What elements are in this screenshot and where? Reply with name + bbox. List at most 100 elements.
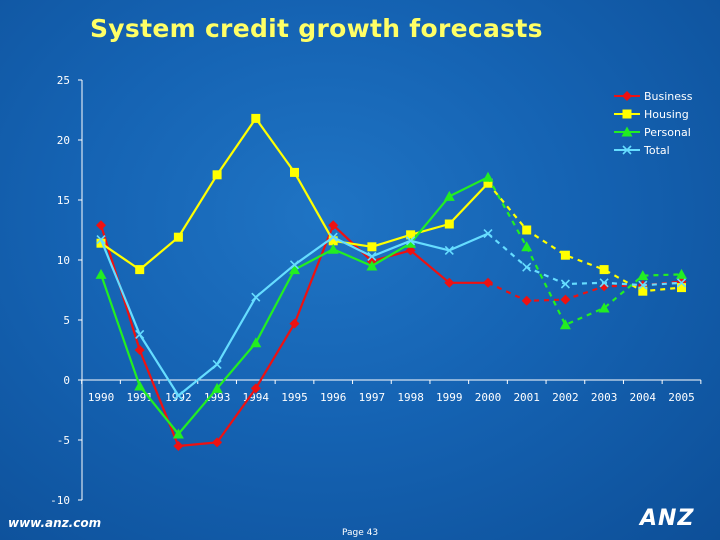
series-personal-point <box>327 243 339 254</box>
chart-series <box>95 113 687 451</box>
page-number: Page 43 <box>342 528 379 538</box>
series-personal-point <box>521 241 533 252</box>
series-housing-point <box>406 230 416 240</box>
series-total-actual-line <box>99 232 489 397</box>
series-housing-point <box>522 225 532 235</box>
series-total-point <box>599 278 609 288</box>
x-tick-label: 2003 <box>591 391 618 404</box>
series-housing <box>96 113 686 296</box>
series-personal-point <box>250 337 262 348</box>
y-tick-label: -10 <box>50 494 70 507</box>
series-total-point <box>135 329 145 339</box>
legend-swatch-marker <box>622 109 632 119</box>
x-tick-label: 1995 <box>281 391 308 404</box>
series-business-point <box>212 437 223 448</box>
series-business-point <box>483 277 493 288</box>
series-housing-actual-line <box>100 117 489 271</box>
y-tick-label: 0 <box>63 374 70 387</box>
series-housing-point <box>638 286 648 296</box>
series-personal-point <box>405 237 417 248</box>
legend-label: Total <box>643 144 670 157</box>
series-total-point <box>173 391 183 401</box>
series-housing-point <box>599 265 609 275</box>
series-business-point <box>173 441 184 451</box>
series-personal-point <box>559 319 571 330</box>
legend-swatch-marker <box>622 145 632 155</box>
x-tick-label: 2001 <box>513 391 540 404</box>
series-housing-point <box>483 178 493 188</box>
series-housing-point <box>444 219 454 229</box>
legend-item-housing: Housing <box>614 108 689 121</box>
legend-item-personal: Personal <box>614 126 691 139</box>
series-personal-point <box>211 382 223 393</box>
series-housing-point <box>96 238 106 248</box>
series-personal-point <box>95 268 107 279</box>
chart-legend: Business Housing Personal Total <box>614 90 693 157</box>
x-tick-label: 1992 <box>165 391 192 404</box>
y-tick-label: 5 <box>63 314 70 327</box>
series-business-point <box>521 295 532 306</box>
x-tick-label: 2004 <box>630 391 657 404</box>
series-personal-point <box>443 190 455 201</box>
series-housing-point <box>367 242 377 252</box>
series-total-point <box>522 262 532 272</box>
series-personal-forecast-line <box>487 176 682 327</box>
x-tick-label: 2005 <box>668 391 695 404</box>
series-personal-point <box>289 264 300 275</box>
x-tick-label: 1993 <box>204 391 231 404</box>
series-total-point <box>560 279 570 289</box>
series-total-point <box>638 280 648 290</box>
series-personal-point <box>366 260 378 271</box>
y-tick-label: 10 <box>57 254 70 267</box>
series-total-point <box>212 359 222 369</box>
series-total-point <box>289 260 300 270</box>
series-personal-point <box>598 302 610 313</box>
series-personal-point <box>172 428 184 439</box>
x-tick-label: 1996 <box>320 391 347 404</box>
y-tick-label: 15 <box>57 194 70 207</box>
series-business-point <box>250 383 261 394</box>
series-personal-point <box>482 171 494 182</box>
legend-swatch-marker <box>621 126 633 137</box>
footer-url[interactable]: www.anz.com <box>8 516 102 530</box>
legend-label: Housing <box>644 108 689 121</box>
series-personal-point <box>676 268 687 279</box>
series-personal-point <box>637 270 649 281</box>
series-total-point <box>367 251 377 261</box>
series-business-actual-line <box>99 224 488 448</box>
anz-logo: ANZ <box>640 506 695 531</box>
x-tick-label: 1998 <box>397 391 424 404</box>
series-housing-point <box>251 113 261 123</box>
series-housing-point <box>173 232 183 242</box>
series-business-point <box>96 220 106 231</box>
series-total-point <box>444 245 454 255</box>
series-business-point <box>405 245 416 256</box>
x-tick-label: 1994 <box>243 391 270 404</box>
y-tick-label: 20 <box>57 134 70 147</box>
series-total-point <box>406 236 416 246</box>
series-total-point <box>251 292 261 302</box>
y-tick-label: 25 <box>57 74 70 87</box>
series-business-forecast-line <box>487 280 682 302</box>
series-total-point <box>328 232 338 242</box>
x-tick-label: 1997 <box>359 391 386 404</box>
legend-item-total: Total <box>614 144 670 157</box>
series-business-point <box>328 220 339 231</box>
series-housing-forecast-line <box>487 182 682 293</box>
series-business-point <box>134 345 145 355</box>
series-housing-point <box>677 283 686 293</box>
series-business-point <box>444 277 455 288</box>
series-business-point <box>289 318 300 329</box>
series-housing-point <box>560 250 570 260</box>
series-personal-point <box>134 380 146 391</box>
series-total-point <box>483 229 493 239</box>
series-total-point <box>676 278 687 288</box>
series-total-point <box>96 235 106 245</box>
series-housing-point <box>212 170 222 180</box>
series-housing-point <box>328 236 338 246</box>
series-housing-point <box>290 167 299 177</box>
x-tick-label: 1990 <box>88 391 115 404</box>
series-business-point <box>560 294 571 305</box>
